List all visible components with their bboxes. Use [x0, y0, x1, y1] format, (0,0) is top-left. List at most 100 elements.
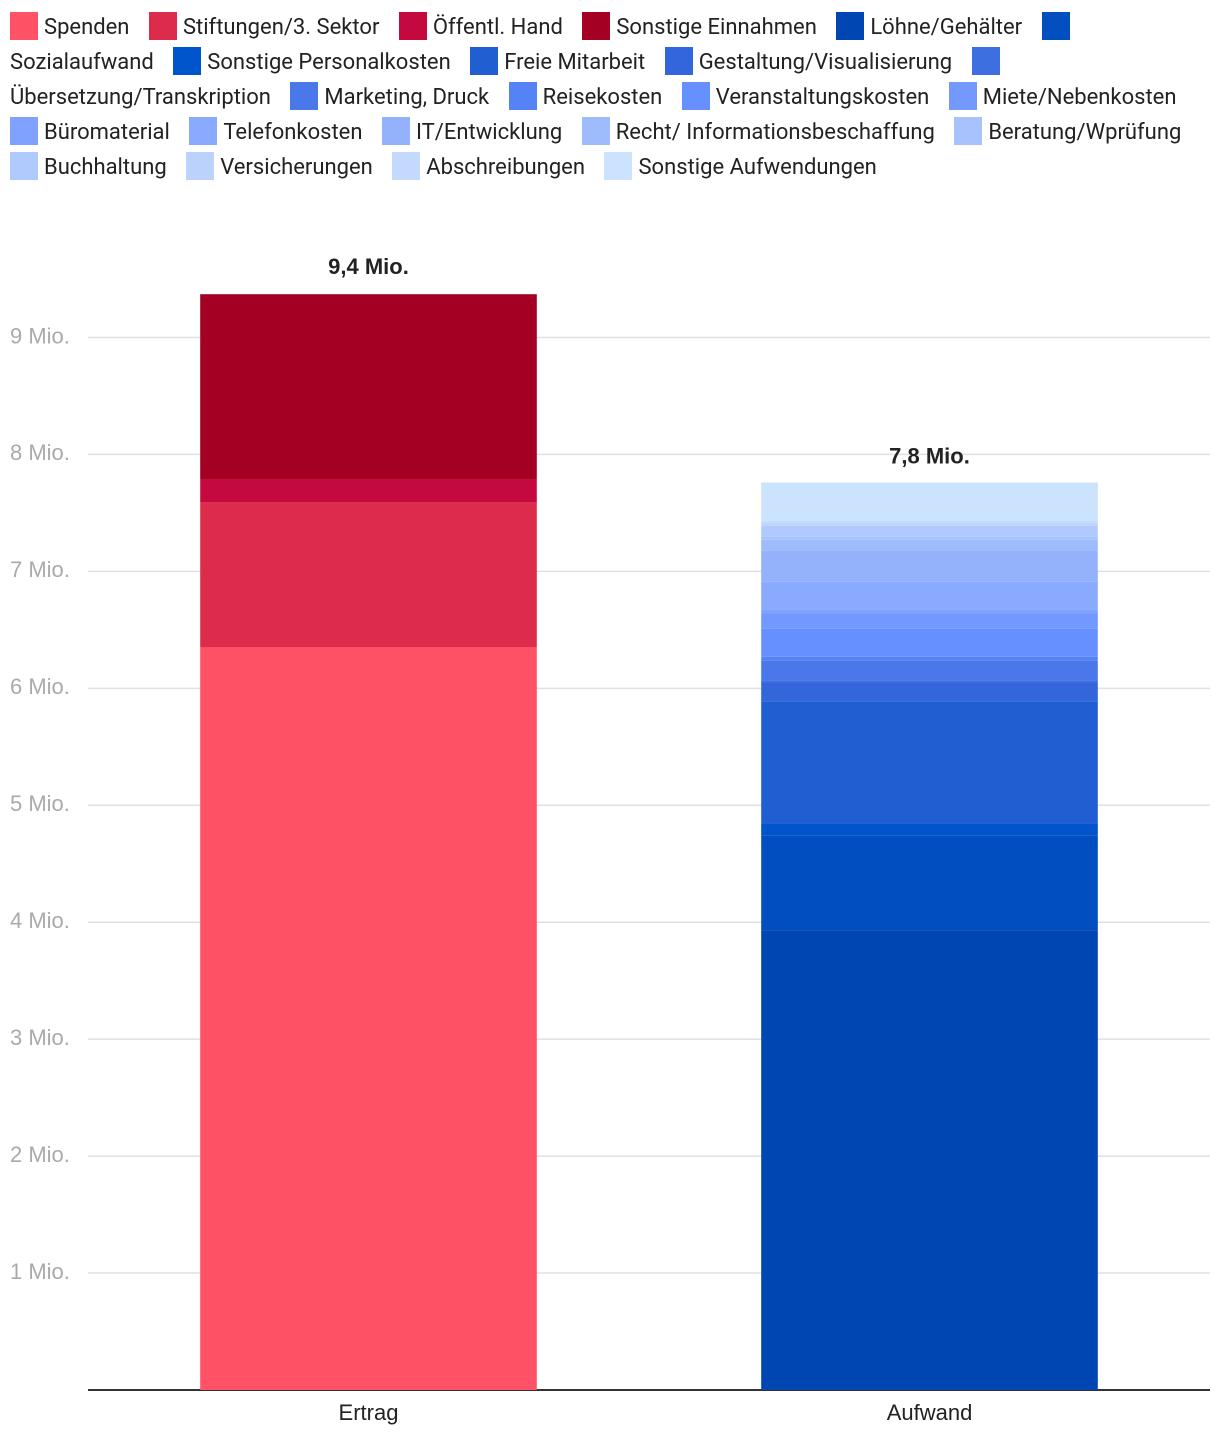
legend-swatch	[398, 12, 427, 40]
legend-swatch	[470, 47, 499, 75]
legend-swatch	[148, 12, 177, 40]
legend-label: IT/Entwicklung	[415, 120, 563, 145]
legend-label: Übersetzung/Transkription	[10, 85, 271, 110]
legend-label: Versicherungen	[220, 155, 373, 180]
legend-swatch	[381, 117, 410, 145]
legend-label: Freie Mitarbeit	[504, 50, 646, 75]
y-tick-label: 6 Mio.	[10, 674, 70, 699]
legend-item: Marketing, Druck	[290, 82, 490, 110]
legend-item: Veranstaltungskosten	[681, 82, 930, 110]
y-tick-label: 2 Mio.	[10, 1142, 70, 1167]
bar-segment	[200, 502, 537, 648]
legend-swatch	[10, 117, 38, 145]
legend-label: Sonstige Einnahmen	[616, 15, 817, 40]
legend-label: Veranstaltungskosten	[715, 85, 930, 110]
y-tick-label: 3 Mio.	[10, 1025, 70, 1050]
legend-item: Abschreibungen	[392, 152, 585, 180]
legend-label: Marketing, Druck	[324, 85, 490, 110]
bar-segment	[761, 613, 1098, 629]
bar-segment	[761, 536, 1098, 540]
bar-segment	[761, 550, 1098, 582]
legend-item: Freie Mitarbeit	[470, 47, 646, 75]
legend-label: Sozialaufwand	[10, 50, 154, 75]
bar-segment	[761, 482, 1098, 522]
bar-segment	[200, 294, 537, 479]
legend-label: Reisekosten	[542, 85, 663, 110]
legend-label: Telefonkosten	[223, 120, 363, 145]
y-tick-label: 9 Mio.	[10, 323, 70, 348]
y-tick-label: 1 Mio.	[10, 1259, 70, 1284]
legend-item: Stiftungen/3. Sektor	[148, 12, 380, 40]
legend-item: IT/Entwicklung	[381, 117, 563, 145]
legend-label: Gestaltung/Visualisierung	[698, 50, 953, 75]
legend-swatch	[508, 82, 537, 110]
bar-segment	[200, 478, 537, 503]
legend-swatch	[10, 12, 38, 40]
bar-segment	[761, 523, 1098, 526]
legend-swatch	[836, 12, 865, 40]
y-tick-label: 7 Mio.	[10, 557, 70, 582]
bar-segment	[761, 701, 1098, 824]
legend-item: Sonstige Personalkosten	[173, 47, 451, 75]
bar-segment	[761, 628, 1098, 657]
legend-item: Sonstige Einnahmen	[582, 12, 817, 40]
legend-swatch	[948, 82, 977, 110]
legend-swatch	[189, 117, 218, 145]
legend-swatch	[681, 82, 710, 110]
bar-segment	[761, 930, 1098, 1390]
legend-label: Abschreibungen	[426, 155, 585, 180]
legend-item: Recht/ Informationsbeschaffung	[581, 117, 935, 145]
legend-label: Büromaterial	[44, 120, 170, 145]
legend-label: Spenden	[44, 15, 130, 40]
y-tick-label: 8 Mio.	[10, 440, 70, 465]
x-tick-label: Aufwand	[887, 1400, 973, 1425]
legend-label: Stiftungen/3. Sektor	[182, 15, 380, 40]
bar-segment	[761, 656, 1098, 661]
y-tick-label: 4 Mio.	[10, 908, 70, 933]
bar-segment	[761, 835, 1098, 931]
total-label: 7,8 Mio.	[889, 443, 970, 468]
legend: Spenden Stiftungen/3. Sektor Öffentl. Ha…	[10, 10, 1210, 185]
legend-item: Reisekosten	[508, 82, 663, 110]
bar-segment	[761, 525, 1098, 537]
legend-swatch	[581, 117, 610, 145]
bar-segment	[761, 660, 1098, 681]
legend-label: Löhne/Gehälter	[870, 15, 1023, 40]
legend-item: Büromaterial	[10, 117, 170, 145]
legend-swatch	[186, 152, 215, 180]
legend-item: Miete/Nebenkosten	[948, 82, 1177, 110]
legend-item: Löhne/Gehälter	[836, 12, 1023, 40]
legend-swatch	[290, 82, 319, 110]
legend-label: Buchhaltung	[44, 155, 167, 180]
legend-label: Sonstige Aufwendungen	[638, 155, 877, 180]
legend-label: Sonstige Personalkosten	[207, 50, 451, 75]
legend-swatch	[582, 12, 611, 40]
legend-swatch	[664, 47, 693, 75]
bar-segment	[761, 609, 1098, 614]
bar-segment	[761, 581, 1098, 610]
legend-swatch	[392, 152, 421, 180]
legend-item: Beratung/Wprüfung	[954, 117, 1182, 145]
legend-swatch	[10, 152, 38, 180]
legend-item: Öffentl. Hand	[398, 12, 563, 40]
legend-swatch	[1041, 12, 1070, 40]
legend-item: Gestaltung/Visualisierung	[664, 47, 953, 75]
bar-segment	[761, 823, 1098, 836]
bar-segment	[200, 647, 537, 1390]
total-label: 9,4 Mio.	[328, 254, 409, 279]
legend-swatch	[971, 47, 1000, 75]
legend-item: Sonstige Aufwendungen	[604, 152, 877, 180]
legend-label: Miete/Nebenkosten	[982, 85, 1177, 110]
bar-segment	[761, 682, 1098, 702]
legend-swatch	[173, 47, 202, 75]
legend-label: Beratung/Wprüfung	[988, 120, 1182, 145]
legend-item: Telefonkosten	[189, 117, 363, 145]
legend-label: Recht/ Informationsbeschaffung	[615, 120, 935, 145]
x-tick-label: Ertrag	[339, 1400, 399, 1425]
legend-item: Buchhaltung	[10, 152, 167, 180]
legend-item: Versicherungen	[186, 152, 373, 180]
legend-label: Öffentl. Hand	[432, 15, 563, 40]
bar-segment	[761, 680, 1098, 683]
